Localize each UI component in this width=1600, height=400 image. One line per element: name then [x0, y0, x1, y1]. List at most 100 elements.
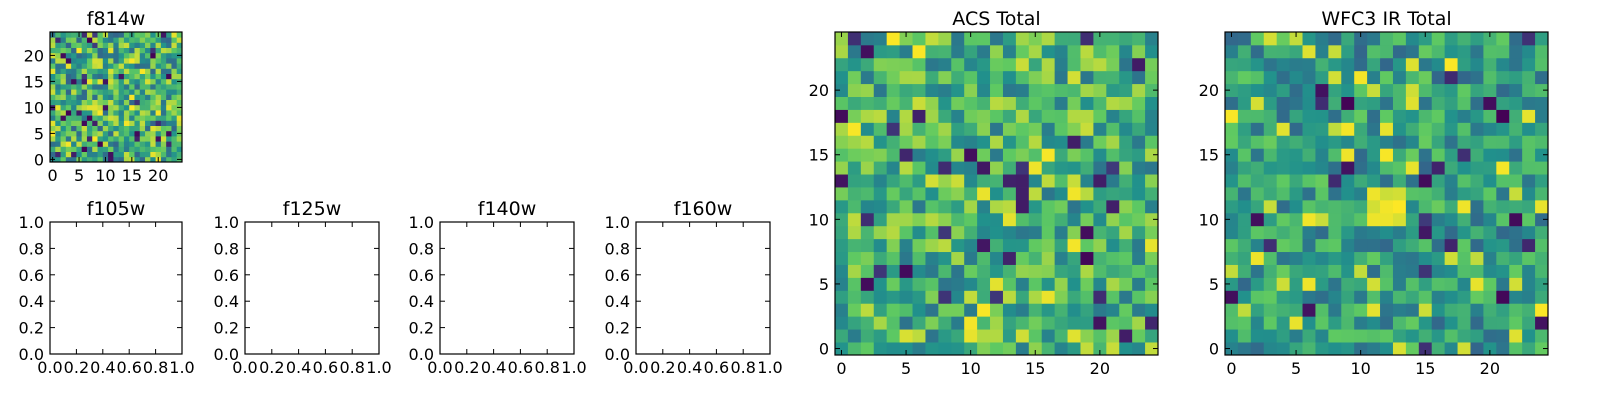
x-tick-label: 10: [960, 359, 980, 378]
heatmap-cell: [108, 115, 114, 121]
heatmap-cell: [86, 94, 93, 100]
heatmap-cell: [1289, 329, 1303, 343]
heatmap-cell: [1093, 251, 1107, 265]
heatmap-cell: [97, 130, 104, 137]
heatmap-cell: [1132, 109, 1146, 123]
x-tick-label: 0.4: [90, 358, 115, 377]
axes-frame: [244, 221, 380, 355]
heatmap-cell: [1457, 148, 1471, 162]
heatmap-cell: [1225, 135, 1239, 149]
heatmap-cell: [123, 68, 130, 74]
heatmap-cell: [139, 37, 146, 43]
heatmap-cell: [1509, 83, 1523, 97]
heatmap-cell: [113, 37, 120, 43]
heatmap-cell: [134, 146, 141, 152]
heatmap-cell: [92, 94, 98, 100]
heatmap-cell: [1457, 199, 1471, 214]
heatmap-cell: [134, 125, 141, 132]
heatmap-cell: [97, 110, 104, 116]
heatmap-cell: [60, 47, 67, 54]
heatmap-cell: [113, 84, 120, 90]
heatmap-cell: [1496, 161, 1510, 175]
heatmap-cell: [1132, 32, 1146, 46]
heatmap-cell: [1457, 342, 1471, 356]
heatmap-cell: [1470, 174, 1484, 188]
heatmap-cell: [1080, 122, 1094, 136]
heatmap-cell: [1457, 225, 1471, 240]
heatmap-cell: [1302, 148, 1316, 162]
heatmap-cell: [1496, 303, 1510, 317]
heatmap-cell: [118, 73, 125, 80]
heatmap-cell: [964, 135, 978, 149]
heatmap-cell: [171, 73, 178, 80]
heatmap-cell: [1354, 109, 1368, 123]
heatmap-cell: [1263, 174, 1278, 188]
heatmap-cell: [171, 58, 178, 64]
heatmap-cell: [113, 47, 120, 54]
heatmap-cell: [938, 212, 952, 227]
heatmap-cell: [134, 58, 141, 64]
heatmap-cell: [1002, 83, 1017, 97]
heatmap-cell: [964, 161, 978, 175]
heatmap-cell: [123, 94, 130, 100]
heatmap-cell: [1302, 238, 1316, 253]
heatmap-cell: [65, 89, 72, 95]
heatmap-cell: [65, 110, 72, 116]
heatmap-cell: [65, 120, 72, 126]
heatmap-cell: [886, 290, 900, 304]
heatmap-cell: [912, 316, 926, 330]
heatmap-cell: [134, 78, 141, 85]
heatmap-cell: [1431, 122, 1446, 136]
heatmap-cell: [860, 135, 875, 149]
heatmap-cell: [65, 78, 72, 85]
heatmap-cell: [1080, 57, 1094, 72]
heatmap-cell: [1496, 199, 1510, 214]
heatmap-cell: [886, 70, 900, 85]
heatmap-cell: [129, 136, 135, 142]
heatmap-cell: [97, 73, 104, 80]
heatmap-cell: [1119, 199, 1133, 214]
heatmap-cell: [118, 125, 125, 132]
heatmap-cell: [97, 151, 104, 158]
x-tick-label: 1.0: [169, 358, 194, 377]
heatmap-cell: [847, 161, 862, 175]
heatmap-cell: [951, 316, 965, 330]
heatmap-cell: [129, 78, 135, 85]
heatmap-cell: [1132, 135, 1146, 149]
heatmap-cell: [71, 99, 77, 106]
heatmap-cell: [835, 212, 849, 227]
heatmap-cell: [860, 32, 875, 46]
heatmap-cell: [847, 57, 862, 72]
heatmap-cell: [97, 32, 104, 38]
heatmap-cell: [1225, 44, 1239, 59]
heatmap-cell: [1354, 264, 1368, 278]
heatmap-cell: [1509, 96, 1523, 110]
heatmap-cell: [938, 225, 952, 240]
heatmap-cell: [990, 277, 1004, 291]
y-tick-label: 0.6: [605, 266, 630, 285]
heatmap-cell: [847, 225, 862, 240]
x-tick-label: 0.0: [427, 358, 452, 377]
heatmap-cell: [1225, 96, 1239, 110]
heatmap-cell: [925, 212, 939, 227]
heatmap-cell: [1457, 264, 1471, 278]
heatmap-cell: [166, 99, 172, 106]
heatmap-cell: [92, 151, 98, 158]
heatmap-cell: [860, 316, 875, 330]
heatmap-cell: [1367, 316, 1381, 330]
heatmap-cell: [1496, 212, 1510, 227]
y-tick-label: 1.0: [19, 213, 44, 232]
heatmap-cell: [1263, 316, 1278, 330]
heatmap-cell: [873, 57, 888, 72]
heatmap-cell: [1106, 96, 1120, 110]
heatmap-cell: [145, 58, 151, 64]
heatmap-cell: [1106, 135, 1120, 149]
heatmap-cell: [150, 32, 156, 38]
heatmap-cell: [1067, 290, 1081, 304]
heatmap-cell: [977, 187, 991, 201]
heatmap-cell: [1263, 187, 1278, 201]
heatmap-cell: [1054, 109, 1068, 123]
heatmap-cell: [65, 68, 72, 74]
heatmap-cell: [1341, 57, 1355, 72]
heatmap-cell: [977, 290, 991, 304]
